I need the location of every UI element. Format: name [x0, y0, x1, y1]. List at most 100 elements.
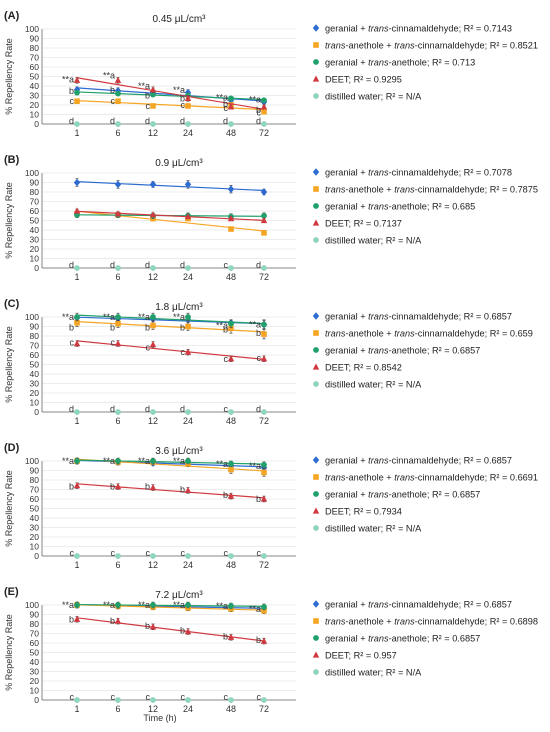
legend-marker — [312, 219, 320, 226]
legend-label: geranial + trans-cinnamaldehyde; R² = 0.… — [325, 312, 512, 322]
data-point — [185, 458, 191, 464]
y-tick-label: 40 — [30, 657, 40, 667]
trend-line — [76, 483, 265, 499]
data-point — [261, 230, 267, 236]
panel-title: 3.6 μL/cm³ — [155, 446, 203, 457]
series-0 — [73, 178, 268, 196]
significance-label: b — [256, 105, 261, 115]
x-tick-label: 12 — [148, 704, 158, 714]
significance-label: b — [145, 91, 150, 101]
y-axis-label: % Repellency Rate — [4, 470, 14, 547]
data-point — [227, 633, 235, 640]
x-tick-label: 6 — [115, 128, 120, 138]
x-tick-label: 6 — [115, 272, 120, 282]
legend-marker — [313, 42, 319, 48]
significance-label: b — [145, 482, 150, 492]
significance-label: b — [69, 86, 74, 96]
data-point — [149, 86, 157, 93]
data-point — [228, 466, 234, 473]
significance-label: **a — [216, 321, 228, 331]
significance-label: c — [257, 108, 262, 118]
data-point — [115, 314, 121, 320]
significance-label: c — [111, 338, 116, 348]
significance-label: b — [110, 616, 115, 626]
x-tick-label: 1 — [74, 272, 79, 282]
significance-label: d — [256, 260, 261, 270]
data-point — [185, 553, 191, 559]
significance-label: **a — [249, 604, 261, 614]
data-point — [149, 484, 157, 491]
legend-marker — [313, 635, 319, 641]
legend-label: trans-anethole + trans-cinnamaldehyde; R… — [325, 329, 533, 339]
data-point — [115, 553, 121, 559]
panel-title: 0.45 μL/cm³ — [152, 14, 206, 25]
significance-label: c — [181, 548, 186, 558]
significance-label: c — [224, 548, 229, 558]
x-tick-label: 48 — [226, 272, 236, 282]
data-point — [185, 314, 191, 320]
data-point — [261, 461, 267, 468]
y-tick-label: 80 — [30, 475, 40, 485]
y-tick-label: 90 — [30, 322, 40, 332]
legend-marker — [313, 525, 319, 531]
data-point — [115, 265, 121, 271]
data-point — [185, 697, 191, 703]
data-point — [74, 314, 80, 320]
significance-label: **a — [62, 312, 74, 322]
data-point — [261, 97, 267, 104]
panel-label: (A) — [4, 10, 20, 22]
y-tick-label: 90 — [30, 610, 40, 620]
data-point — [261, 604, 267, 610]
data-point — [227, 103, 235, 110]
panel-label: (C) — [4, 298, 20, 310]
y-tick-label: 10 — [30, 110, 40, 120]
data-point — [261, 331, 267, 337]
significance-label: c — [70, 338, 75, 348]
x-tick-label: 48 — [226, 128, 236, 138]
data-point — [260, 103, 268, 110]
significance-label: b — [69, 482, 74, 492]
y-tick-label: 80 — [30, 331, 40, 341]
data-point — [115, 409, 121, 415]
data-point — [228, 95, 234, 102]
significance-label: **a — [216, 92, 228, 102]
legend-marker — [312, 75, 320, 82]
y-tick-label: 80 — [30, 187, 40, 197]
significance-label: d — [223, 116, 228, 126]
y-tick-label: 50 — [30, 72, 40, 82]
significance-label: b — [180, 93, 185, 103]
data-point — [261, 212, 267, 219]
series-4 — [74, 265, 267, 271]
significance-label: **a — [138, 456, 150, 466]
data-point — [261, 321, 267, 328]
legend-label: trans-anethole + trans-cinnamaldehyde; R… — [325, 617, 538, 627]
y-tick-label: 70 — [30, 197, 40, 207]
data-point — [114, 210, 122, 217]
significance-label: c — [257, 353, 262, 363]
significance-label: d — [110, 404, 115, 414]
y-tick-label: 60 — [30, 350, 40, 360]
significance-label: d — [145, 404, 150, 414]
significance-label: **a — [138, 600, 150, 610]
significance-label: d — [145, 116, 150, 126]
data-point — [228, 226, 234, 232]
legend-marker — [313, 669, 319, 675]
y-tick-label: 70 — [30, 53, 40, 63]
legend-label: trans-anethole + trans-cinnamaldehyde; R… — [325, 41, 538, 51]
trend-line — [76, 210, 265, 232]
data-point — [260, 355, 268, 362]
data-point — [149, 211, 157, 218]
significance-label: c — [257, 692, 262, 702]
significance-label: c — [181, 100, 186, 110]
y-tick-label: 70 — [30, 485, 40, 495]
legend-label: geranial + trans-anethole; R² = 0.685 — [325, 202, 475, 212]
data-point — [261, 121, 267, 127]
significance-label: b — [110, 482, 115, 492]
legend-marker — [312, 24, 320, 32]
y-tick-label: 50 — [30, 216, 40, 226]
y-tick-label: 80 — [30, 619, 40, 629]
y-tick-label: 60 — [30, 62, 40, 72]
y-tick-label: 20 — [30, 100, 40, 110]
